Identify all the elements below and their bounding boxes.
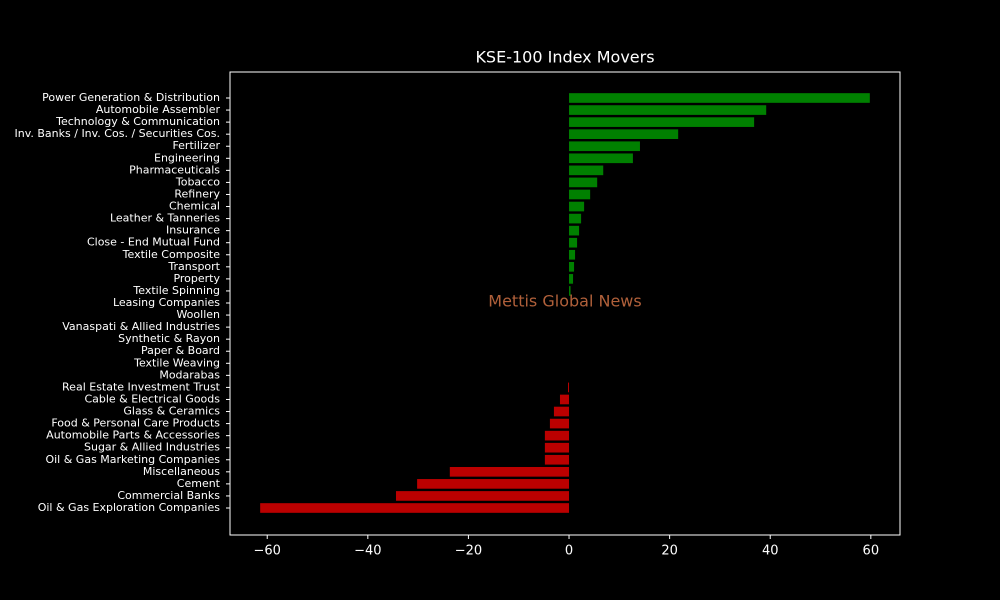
bar: [569, 165, 604, 176]
y-tick-label: Cable & Electrical Goods: [84, 392, 220, 405]
x-tick-label: 40: [762, 544, 779, 559]
bar: [569, 117, 755, 127]
bar: [569, 262, 575, 272]
y-tick-label: Insurance: [166, 224, 220, 237]
y-tick-label: Cement: [177, 477, 221, 490]
bar: [569, 286, 571, 296]
bar: [395, 491, 570, 501]
y-tick-label: Automobile Parts & Accessories: [46, 429, 220, 442]
chart-title: KSE-100 Index Movers: [475, 48, 654, 67]
bar: [569, 177, 598, 188]
y-tick-label: Automobile Assembler: [96, 103, 221, 116]
y-tick-label: Transport: [167, 260, 220, 273]
y-tick-label: Property: [173, 272, 220, 285]
y-tick-label: Oil & Gas Exploration Companies: [38, 501, 221, 514]
y-tick-label: Fertilizer: [172, 139, 220, 152]
y-tick-label: Sugar & Allied Industries: [84, 441, 220, 454]
bar: [544, 430, 570, 441]
y-tick-label: Vanaspati & Allied Industries: [62, 320, 220, 333]
bar: [559, 394, 570, 405]
bar: [569, 249, 576, 260]
y-tick-label: Commercial Banks: [117, 489, 220, 502]
bar: [544, 454, 570, 465]
bar: [569, 129, 679, 139]
watermark: Mettis Global News: [488, 292, 641, 311]
bar: [569, 93, 870, 103]
bar: [417, 479, 570, 489]
y-tick-label: Pharmaceuticals: [129, 163, 220, 176]
y-tick-label: Glass & Ceramics: [123, 405, 220, 418]
y-tick-label: Synthetic & Rayon: [118, 332, 220, 345]
bar: [569, 237, 578, 248]
y-tick-label: Textile Spinning: [132, 284, 220, 297]
plot-frame: [229, 71, 901, 536]
bar: [569, 274, 574, 284]
bar: [449, 467, 570, 477]
y-tick-label: Miscellaneous: [143, 465, 220, 478]
bar: [569, 141, 640, 152]
y-tick-label: Leasing Companies: [113, 296, 220, 309]
y-tick-label: Tobacco: [175, 175, 220, 188]
bar: [569, 201, 585, 212]
x-tick-label: 60: [863, 544, 880, 559]
bar: [568, 382, 570, 393]
y-tick-label: Chemical: [169, 200, 220, 213]
y-tick-label: Leather & Tanneries: [110, 212, 220, 225]
x-tick-label: −60: [254, 544, 281, 559]
bar: [569, 105, 767, 115]
y-tick-label: Power Generation & Distribution: [42, 91, 220, 104]
y-tick-label: Refinery: [174, 187, 220, 200]
y-tick-label: Textile Composite: [122, 248, 221, 261]
bar: [260, 503, 570, 513]
bar: [549, 418, 570, 429]
bar: [569, 225, 580, 236]
y-tick-label: Oil & Gas Marketing Companies: [45, 453, 220, 466]
y-tick-label: Food & Personal Care Products: [51, 417, 220, 430]
x-tick-label: −20: [455, 544, 482, 559]
y-tick-label: Woollen: [176, 308, 220, 321]
bar: [569, 189, 591, 200]
y-tick-label: Close - End Mutual Fund: [87, 236, 220, 249]
y-tick-label: Engineering: [154, 151, 220, 164]
bar: [569, 153, 633, 164]
y-tick-label: Modarabas: [159, 368, 220, 381]
y-tick-label: Inv. Banks / Inv. Cos. / Securities Cos.: [15, 127, 220, 140]
bar: [569, 213, 582, 224]
y-tick-label: Paper & Board: [141, 344, 220, 357]
x-tick-label: 0: [565, 544, 573, 559]
x-tick-label: 20: [661, 544, 678, 559]
y-tick-label: Real Estate Investment Trust: [62, 380, 221, 393]
y-tick-label: Textile Weaving: [133, 356, 220, 369]
bar: [544, 442, 570, 453]
x-tick-label: −40: [354, 544, 381, 559]
y-tick-label: Technology & Communication: [55, 115, 220, 128]
bar: [553, 406, 570, 417]
